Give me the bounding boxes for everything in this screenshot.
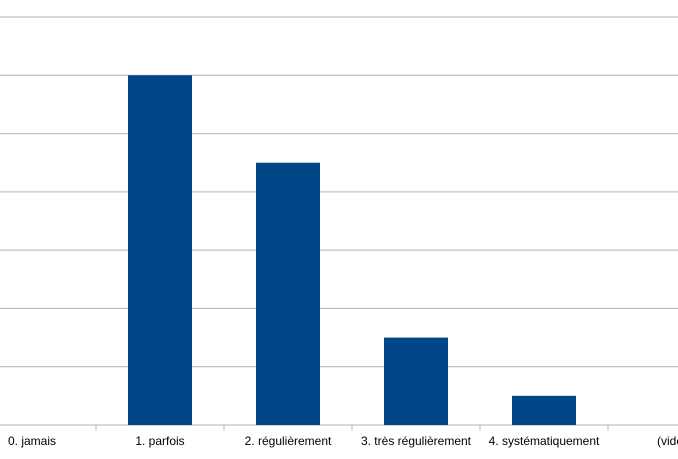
x-tick-label: 3. très régulièrement: [361, 434, 472, 448]
x-tick-label: (vide): [657, 434, 678, 448]
x-tick-label: 0. jamais: [8, 434, 56, 448]
x-tick-label: 1. parfois: [135, 434, 184, 448]
x-tick-label: 2. régulièrement: [245, 434, 332, 448]
bar: [256, 162, 320, 425]
bar: [384, 337, 448, 425]
x-tick-label: 4. systématiquement: [489, 434, 600, 448]
bar: [512, 395, 576, 425]
bar: [128, 75, 192, 426]
